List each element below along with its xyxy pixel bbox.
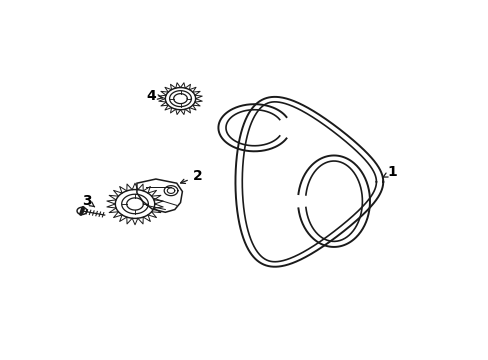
Text: 3: 3 [82,194,94,208]
Text: 2: 2 [180,169,202,184]
Text: 1: 1 [382,165,397,179]
Text: 4: 4 [146,89,162,103]
